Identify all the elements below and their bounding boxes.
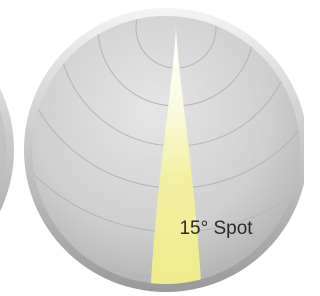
beam-label: 15° Spot bbox=[179, 218, 253, 239]
beam-icon: 15° Spot bbox=[0, 0, 304, 296]
main-disc bbox=[0, 0, 304, 296]
neighbor-disc bbox=[0, 8, 14, 292]
